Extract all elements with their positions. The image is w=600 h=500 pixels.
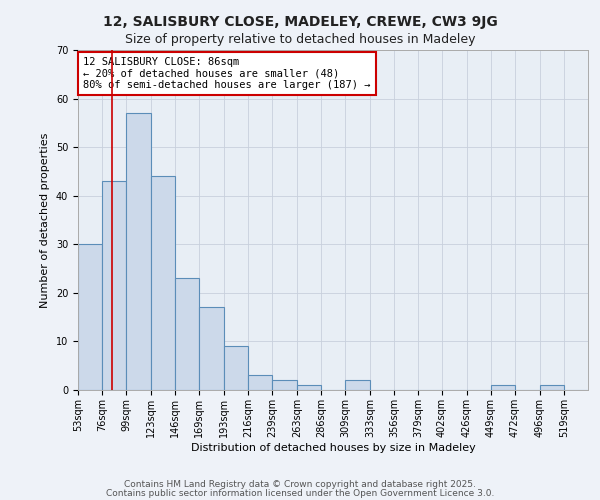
Bar: [102, 181, 126, 390]
X-axis label: Distribution of detached houses by size in Madeley: Distribution of detached houses by size …: [191, 442, 475, 452]
Bar: [224, 346, 248, 390]
Y-axis label: Number of detached properties: Number of detached properties: [40, 132, 50, 308]
Bar: [175, 278, 199, 390]
Text: 12 SALISBURY CLOSE: 86sqm
← 20% of detached houses are smaller (48)
80% of semi-: 12 SALISBURY CLOSE: 86sqm ← 20% of detac…: [83, 57, 371, 90]
Bar: [248, 376, 272, 390]
Bar: [151, 176, 175, 390]
Bar: [126, 113, 151, 390]
Bar: [78, 244, 102, 390]
Text: Contains HM Land Registry data © Crown copyright and database right 2025.: Contains HM Land Registry data © Crown c…: [124, 480, 476, 489]
Bar: [491, 385, 515, 390]
Bar: [345, 380, 370, 390]
Bar: [297, 385, 321, 390]
Text: Size of property relative to detached houses in Madeley: Size of property relative to detached ho…: [125, 32, 475, 46]
Bar: [272, 380, 297, 390]
Text: 12, SALISBURY CLOSE, MADELEY, CREWE, CW3 9JG: 12, SALISBURY CLOSE, MADELEY, CREWE, CW3…: [103, 15, 497, 29]
Bar: [199, 308, 224, 390]
Text: Contains public sector information licensed under the Open Government Licence 3.: Contains public sector information licen…: [106, 488, 494, 498]
Bar: [540, 385, 564, 390]
